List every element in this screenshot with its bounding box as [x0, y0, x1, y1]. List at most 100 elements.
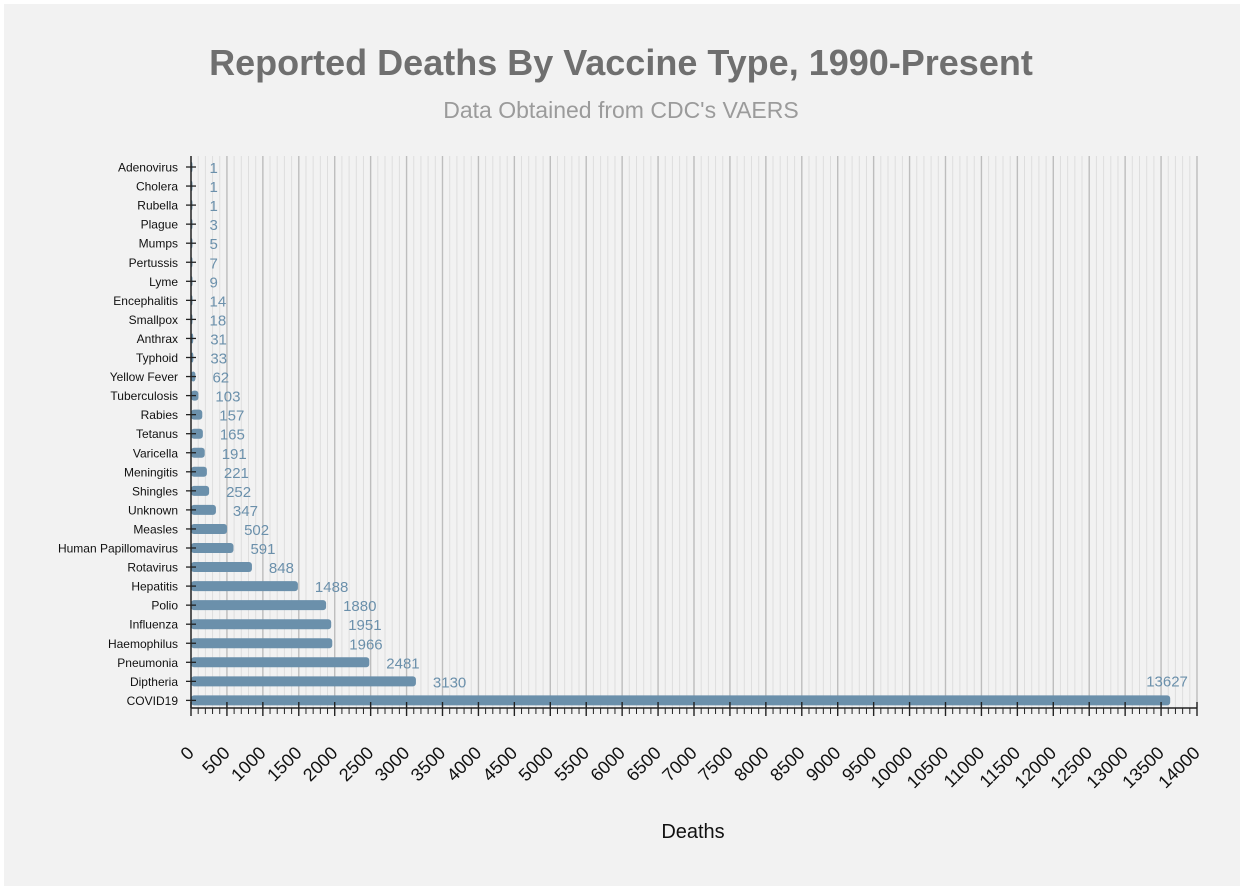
bar-value-label: 1: [210, 179, 218, 196]
x-tick-label: 6500: [622, 743, 664, 785]
x-tick-label: 10500: [903, 743, 953, 793]
y-tick-label: Diptheria: [130, 675, 178, 689]
chart-title: Reported Deaths By Vaccine Type, 1990-Pr…: [209, 42, 1033, 83]
bar-value-label: 14: [210, 293, 227, 310]
bar: [191, 523, 228, 534]
x-tick-label: 8500: [766, 743, 808, 785]
bar: [191, 504, 216, 515]
y-tick-label: Lyme: [149, 275, 178, 289]
y-tick-label: Adenovirus: [118, 161, 178, 175]
y-tick-label: Influenza: [129, 618, 178, 632]
y-tick-label: Rabies: [141, 408, 178, 422]
bar-value-label: 347: [233, 503, 258, 520]
bar: [191, 543, 234, 553]
x-tick-label: 3000: [371, 743, 413, 785]
y-tick-label: Haemophilus: [108, 637, 178, 651]
bar-value-label: 2481: [386, 655, 419, 672]
x-tick-label: 7000: [658, 743, 700, 785]
bar: [191, 562, 252, 573]
y-tick-label: Encephalitis: [113, 294, 178, 308]
x-tick-label: 2500: [335, 743, 377, 785]
y-tick-label: Plague: [141, 218, 179, 232]
bar: [191, 409, 203, 420]
bar: [191, 695, 1171, 706]
bar-value-label: 9: [210, 274, 218, 291]
bar-value-label: 1880: [343, 598, 376, 615]
x-tick-label: 5000: [515, 743, 557, 785]
chart-subtitle: Data Obtained from CDC's VAERS: [443, 97, 799, 123]
x-tick-label: 1500: [263, 743, 305, 785]
x-axis-title: Deaths: [661, 821, 724, 843]
y-tick-label: Shingles: [132, 484, 178, 498]
bar: [191, 676, 416, 687]
y-tick-label: Rotavirus: [127, 561, 178, 575]
bar-value-label: 103: [215, 389, 240, 406]
bar-value-label: 7: [210, 255, 218, 272]
x-tick-label: 6000: [587, 743, 629, 785]
bar: [191, 600, 327, 611]
y-tick-label: Tetanus: [136, 427, 178, 441]
x-tick-label: 5500: [551, 743, 593, 785]
bar-value-label: 502: [244, 522, 269, 539]
bar-value-label: 13627: [1146, 673, 1188, 690]
gridlines: [197, 156, 1198, 708]
bar: [191, 485, 210, 496]
bar-value-label: 165: [220, 427, 245, 444]
y-tick-label: Unknown: [128, 503, 178, 517]
bar: [191, 619, 332, 630]
x-tick-label: 4500: [479, 743, 521, 785]
y-tick-label: Typhoid: [136, 351, 178, 365]
y-tick-label: Human Papillomavirus: [58, 542, 178, 556]
bar: [191, 581, 298, 592]
y-tick-label: Anthrax: [137, 332, 178, 346]
bar: [191, 466, 207, 477]
bar: [191, 447, 205, 458]
bar-value-label: 191: [222, 446, 247, 463]
x-tick-label: 8000: [730, 743, 772, 785]
y-tick-label: Smallpox: [129, 313, 178, 327]
bar-value-label: 221: [224, 465, 249, 482]
x-tick-label: 2000: [299, 743, 341, 785]
y-tick-label: Yellow Fever: [110, 370, 178, 384]
bar-value-label: 5: [210, 236, 218, 253]
y-tick-label: Varicella: [133, 446, 178, 460]
y-tick-label: Polio: [151, 599, 178, 613]
y-tick-label: Meningitis: [124, 465, 178, 479]
y-tick-label: Rubella: [137, 199, 178, 213]
bar: [191, 638, 333, 649]
y-tick-label: Hepatitis: [131, 580, 178, 594]
bar-value-label: 591: [250, 541, 275, 558]
x-tick-label: 9000: [802, 743, 844, 785]
y-tick-label: Measles: [133, 522, 178, 536]
y-tick-label: Pneumonia: [117, 656, 178, 670]
bar-value-label: 3130: [433, 674, 466, 691]
bar: [191, 428, 203, 439]
bar-value-label: 848: [269, 560, 294, 577]
bar-value-label: 1951: [348, 617, 381, 634]
x-tick-label: 11000: [940, 743, 989, 792]
x-tick-label: 7500: [694, 743, 736, 785]
x-tick-label: 1000: [227, 743, 269, 785]
y-tick-label: Cholera: [136, 180, 178, 194]
bar-value-label: 1: [210, 160, 218, 177]
bar-value-label: 31: [210, 331, 227, 348]
bar-value-label: 252: [226, 484, 251, 501]
bar-value-label: 62: [212, 370, 229, 387]
y-tick-label: Mumps: [139, 237, 178, 251]
bar: [191, 657, 370, 668]
bar-value-label: 33: [210, 351, 227, 368]
bar-value-label: 157: [219, 408, 244, 425]
y-tick-label: COVID19: [127, 694, 179, 708]
x-tick-label: 0: [177, 743, 198, 764]
bar-value-label: 1: [210, 198, 218, 215]
y-tick-label: Tuberculosis: [110, 389, 178, 403]
bars: 1 1 1 3 5 7 9 14 18 31 33 62 103 157 165 191 221 252 347 50…: [191, 160, 1188, 706]
bar-value-label: 18: [210, 312, 227, 329]
bar-value-label: 3: [210, 217, 218, 234]
x-tick-label: 14000: [1154, 743, 1204, 793]
x-tick-label: 4000: [443, 743, 485, 785]
bar-value-label: 1488: [315, 579, 348, 596]
y-tick-label: Pertussis: [129, 256, 178, 270]
bar-value-label: 1966: [349, 636, 382, 653]
